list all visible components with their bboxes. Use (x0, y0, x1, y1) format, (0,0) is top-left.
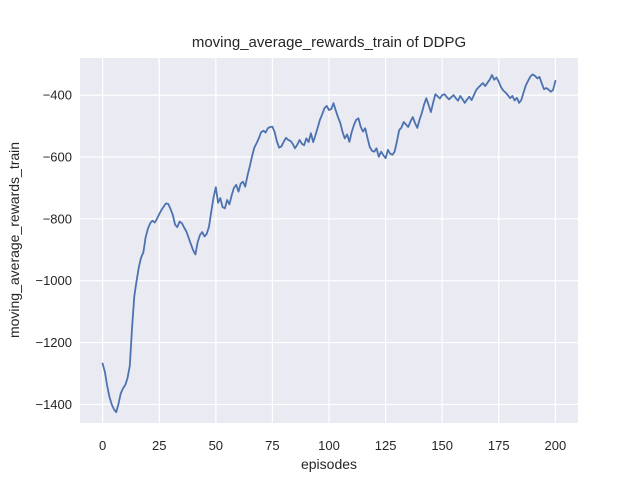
x-tick-label: 125 (375, 438, 397, 453)
x-tick-label: 50 (209, 438, 223, 453)
x-tick-label: 200 (545, 438, 567, 453)
y-tick-label: −600 (43, 149, 72, 164)
y-tick-label: −1400 (35, 397, 72, 412)
series-group (101, 73, 557, 414)
y-tick-label: −1200 (35, 335, 72, 350)
y-tick-label: −800 (43, 211, 72, 226)
x-axis-tick-labels: 0 25 50 75 100 125 150 175 200 (99, 438, 566, 453)
reward-curve-line (101, 73, 557, 414)
chart-title: moving_average_rewards_train of DDPG (192, 34, 466, 51)
y-axis-label: moving_average_rewards_train (6, 142, 22, 338)
x-tick-label: 150 (431, 438, 453, 453)
y-axis-tick-labels: −400 −600 −800 −1000 −1200 −1400 (35, 88, 72, 412)
x-tick-label: 100 (318, 438, 340, 453)
x-tick-label: 75 (265, 438, 279, 453)
y-tick-label: −1000 (35, 273, 72, 288)
x-tick-label: 25 (152, 438, 166, 453)
x-tick-label: 175 (488, 438, 510, 453)
gridlines (80, 58, 578, 423)
y-tick-label: −400 (43, 88, 72, 103)
x-tick-label: 0 (99, 438, 106, 453)
x-axis-label: episodes (301, 456, 357, 472)
